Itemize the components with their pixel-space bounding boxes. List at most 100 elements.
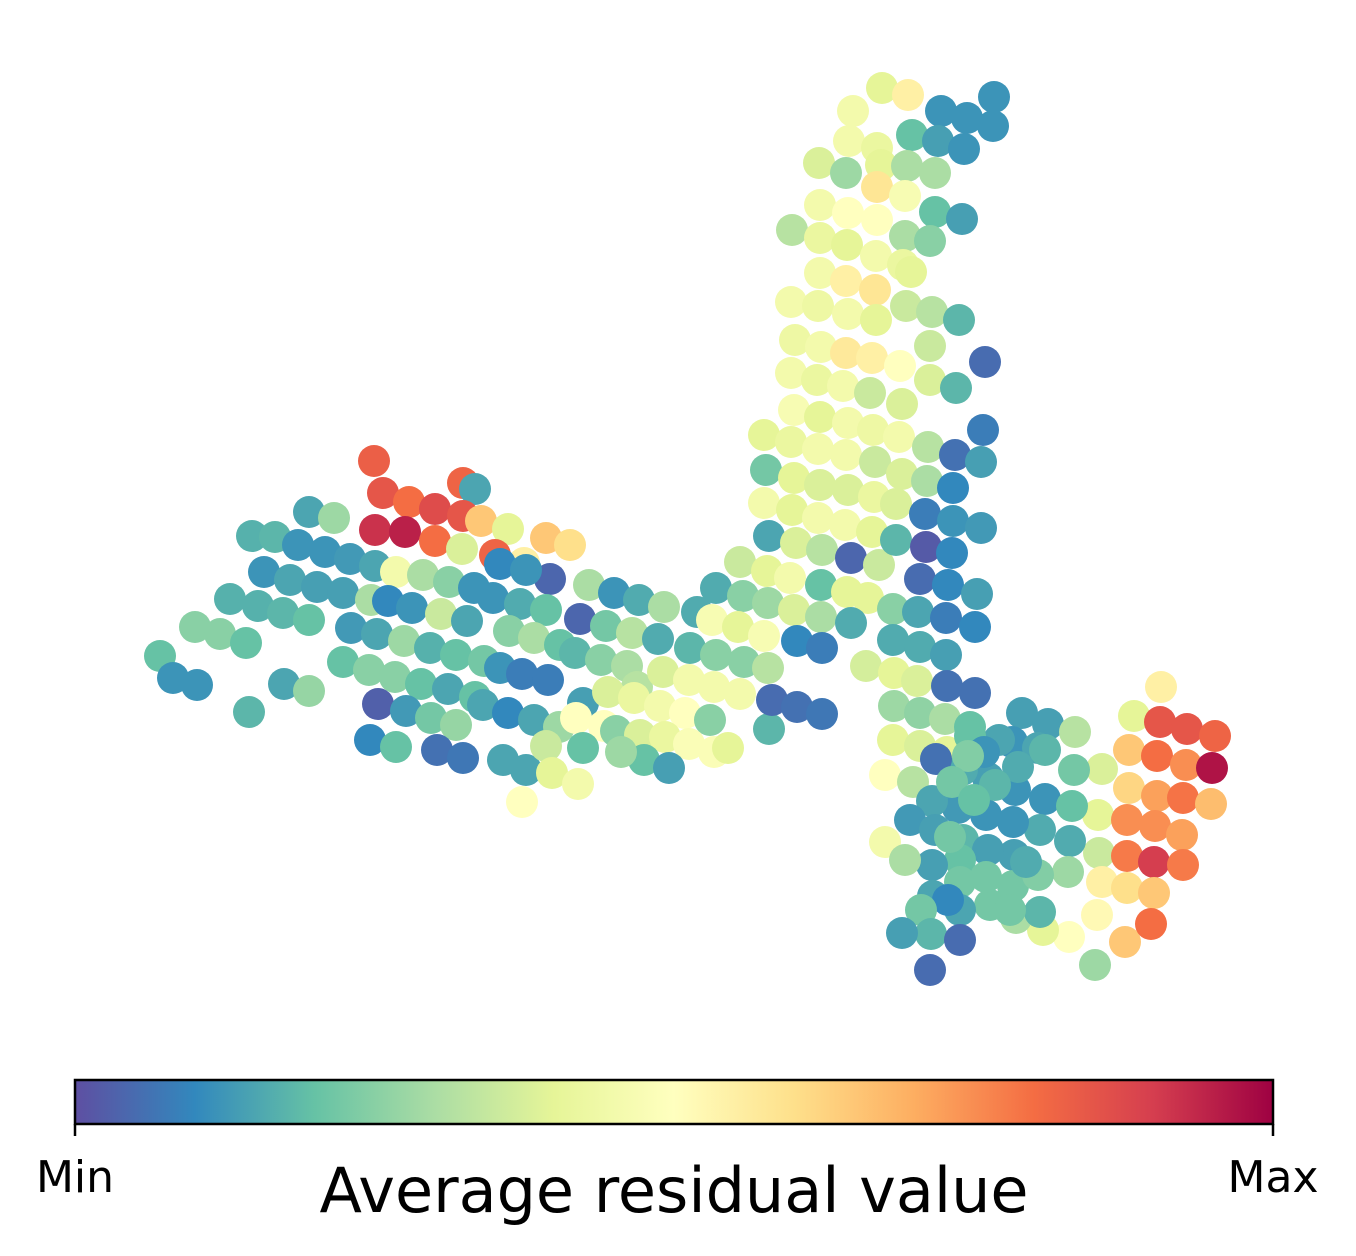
scatter-point [970,861,1002,893]
scatter-point [753,520,785,552]
scatter-point [559,637,591,669]
scatter-point [959,677,991,709]
scatter-point [914,330,946,362]
colorbar-gradient [73,1078,1275,1126]
scatter-point [696,604,728,636]
scatter-point [293,604,325,636]
scatter-point [309,536,341,568]
scatter-point [1058,754,1090,786]
scatter-point [446,533,478,565]
scatter-point [1111,840,1143,872]
scatter-point [440,709,472,741]
scatter-point [362,688,394,720]
scatter-point [644,690,676,722]
scatter-point [748,419,780,451]
scatter-point [827,370,859,402]
scatter-point [484,548,516,580]
scatter-point [866,72,898,104]
scatter-point [1167,782,1199,814]
scatter-point [274,564,306,596]
scatter-point [1002,751,1034,783]
scatter-point [648,591,680,623]
scatter-point [1195,788,1227,820]
colorbar: Min Max Average residual value [36,1078,1319,1227]
scatter-point [590,610,622,642]
scatter-point [1059,716,1091,748]
scatter-point [859,446,891,478]
scatter-point [282,529,314,561]
scatter-point [459,473,491,505]
scatter-point [389,516,421,548]
scatter-point [804,257,836,289]
scatter-point [1113,734,1145,766]
scatter-point [414,632,446,664]
scatter-point [506,786,538,818]
scatter-point [931,670,963,702]
scatter-point [802,502,834,534]
scatter-point [562,768,594,800]
scatter-point [889,180,921,212]
scatter-point [1053,921,1085,953]
scatter-point [1113,772,1145,804]
scatter-point [1006,697,1038,729]
scatter-point [916,785,948,817]
scatter-point [477,582,509,614]
scatter-point [236,520,268,552]
scatter-point [592,676,624,708]
scatter-point [1010,846,1042,878]
scatter-point [805,569,837,601]
scatter-point [930,602,962,634]
scatter-point [781,691,813,723]
scatter-point [233,696,265,728]
scatter-point [776,214,808,246]
scatter-point [1196,752,1228,784]
scatter-point [358,445,390,477]
scatter-point [775,286,807,318]
colorbar-max-label: Max [1228,1152,1319,1203]
scatter-point [925,95,957,127]
scatter-point [902,596,934,628]
scatter-point [318,502,350,534]
scatter-point [585,644,617,676]
scatter-point [972,834,1004,866]
scatter-point [388,625,420,657]
scatter-point [1029,734,1061,766]
scatter-point [934,821,966,853]
scatter-point [700,639,732,671]
scatter-point [419,525,451,557]
scatter-point [916,849,948,881]
scatter-point [1024,814,1056,846]
scatter-point [1024,896,1056,928]
scatter-point [837,95,869,127]
scatter-point [997,870,1029,902]
scatter-point [929,703,961,735]
scatter-point [909,498,941,530]
scatter-point [895,256,927,288]
scatter-point [854,377,886,409]
scatter-point [204,618,236,650]
scatter-point [804,401,836,433]
scatter-point [560,702,592,734]
scatter-point [421,734,453,766]
scatter-point [850,650,882,682]
scatter-point [301,571,333,603]
scatter-point [832,407,864,439]
scatter-point [1118,700,1150,732]
colorbar-min-label: Min [36,1152,114,1203]
scatter-point [530,594,562,626]
scatter-point [802,290,834,322]
scatter-point [393,486,425,518]
scatter-point [932,884,964,916]
scatter-point [504,588,536,620]
scatter-point [830,265,862,297]
scatter-point [861,204,893,236]
scatter-point [728,646,760,678]
scatter-point [230,627,262,659]
colorbar-axis-label: Average residual value [319,1154,1028,1227]
scatter-point [877,593,909,625]
scatter-point [415,702,447,734]
scatter-point [712,732,744,764]
scatter-point [669,697,701,729]
scatter-point [937,472,969,504]
scatter-point [852,582,884,614]
